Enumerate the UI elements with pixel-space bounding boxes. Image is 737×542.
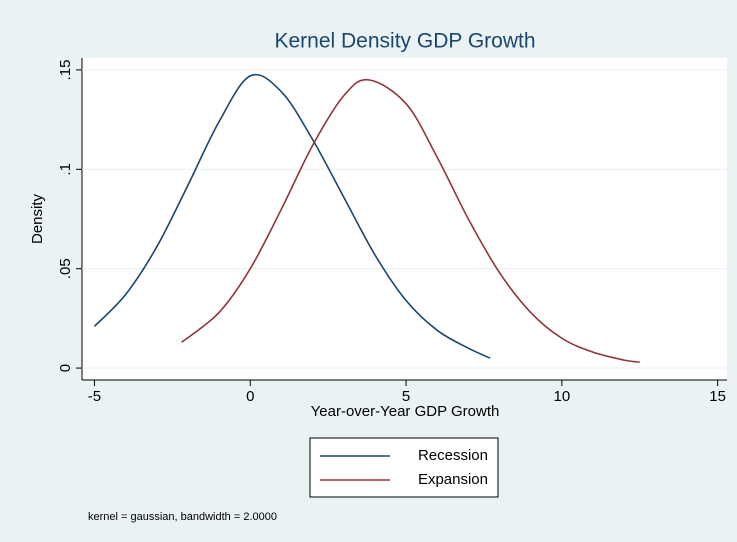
y-axis-label: Density (29, 193, 46, 244)
x-tick-label: -5 (88, 388, 101, 405)
y-tick-label: 0 (57, 364, 74, 372)
density-line (93, 73, 491, 359)
y-tick-label: .05 (57, 258, 74, 279)
plot-area (82, 58, 727, 380)
legend-label: Recession (418, 447, 488, 464)
x-tick-label: 0 (246, 388, 254, 405)
legend-box (309, 437, 499, 498)
note: kernel = gaussian, bandwidth = 2.0000 (88, 511, 277, 523)
x-axis-label: Year-over-Year GDP Growth (311, 403, 500, 420)
legend-label: Expansion (418, 471, 488, 488)
y-tick-label: .15 (57, 59, 74, 80)
density-line (181, 78, 640, 363)
x-tick-label: 15 (709, 388, 726, 405)
chart-title: Kernel Density GDP Growth (274, 30, 535, 53)
x-tick-label: 10 (554, 388, 571, 405)
y-tick-label: .1 (57, 163, 74, 176)
x-tick-label: 5 (402, 388, 410, 405)
